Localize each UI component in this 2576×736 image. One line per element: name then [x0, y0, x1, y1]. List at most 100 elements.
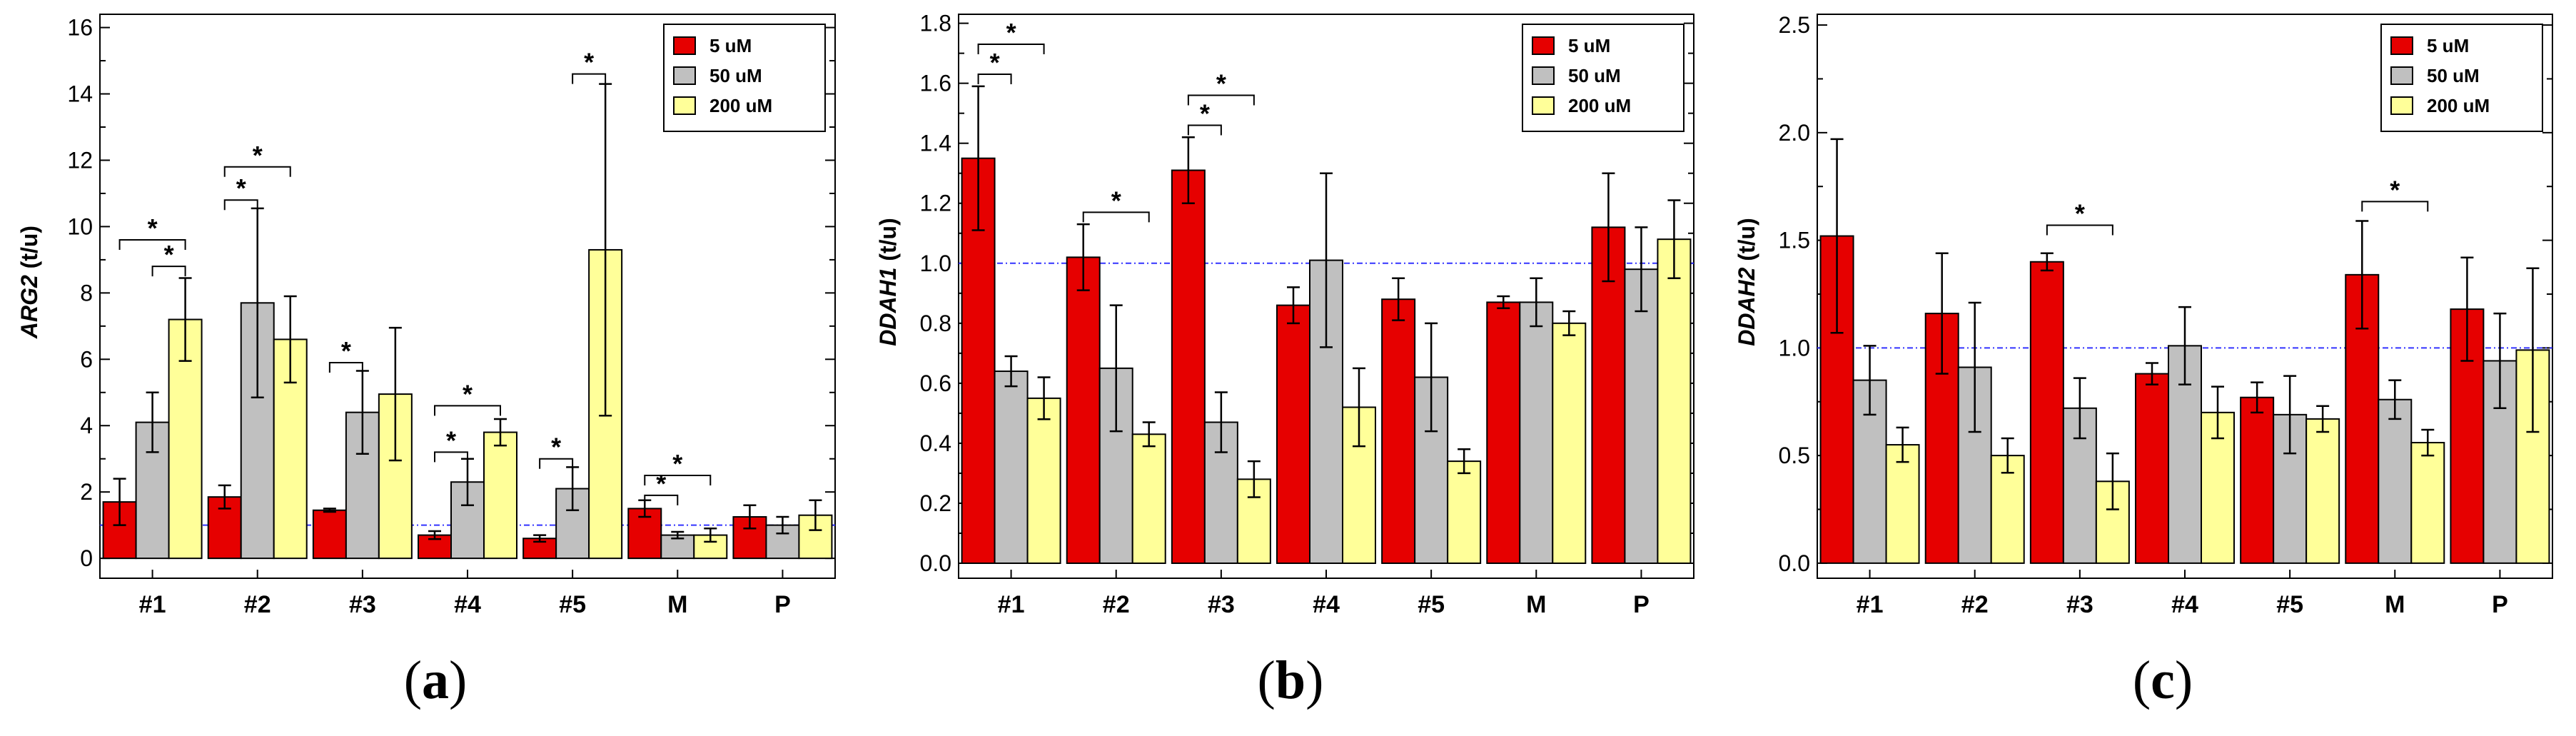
y-tick-label: 1.8	[920, 11, 951, 36]
x-tick-label: #1	[998, 591, 1025, 618]
x-tick-label: P	[1633, 591, 1650, 618]
legend-label: 5 uM	[709, 35, 752, 56]
x-tick-label: M	[1526, 591, 1546, 618]
significance-bracket	[328, 361, 363, 373]
bar	[2029, 261, 2064, 564]
significance-bracket	[539, 458, 574, 469]
y-tick-label: 0.5	[1779, 443, 1810, 468]
x-tick-label: #4	[454, 591, 481, 618]
legend-label: 200 uM	[709, 95, 772, 116]
significance-bracket	[223, 199, 258, 211]
significance-star: *	[672, 449, 682, 478]
y-axis-unit: (t/u)	[16, 226, 42, 275]
y-axis-gene-name: DDAH2	[1734, 267, 1759, 346]
bar	[2062, 407, 2097, 564]
y-axis-label: DDAH2 (t/u)	[1734, 218, 1759, 346]
legend-swatch	[673, 66, 696, 85]
y-axis-label: DDAH1 (t/u)	[875, 218, 901, 346]
legend-swatch	[1532, 36, 1555, 55]
significance-star: *	[551, 433, 561, 462]
bar	[1381, 298, 1416, 564]
y-tick-label: 0	[80, 545, 93, 571]
x-tick-label: #2	[1103, 591, 1130, 618]
x-tick-label: #3	[2066, 591, 2093, 618]
y-tick-label: 10	[67, 213, 93, 239]
bar	[1552, 322, 1587, 564]
x-tick-label: #5	[2276, 591, 2303, 618]
y-tick-label: 0.0	[1779, 550, 1810, 576]
x-tick-label: #3	[349, 591, 376, 618]
legend-swatch	[1532, 66, 1555, 85]
legend-label: 5 uM	[1568, 35, 1610, 56]
panel-label-b: (b)	[1257, 650, 1324, 710]
significance-star: *	[463, 379, 473, 408]
significance-bracket	[644, 494, 679, 505]
y-axis-unit: (t/u)	[1734, 218, 1759, 267]
bar	[1885, 444, 1920, 564]
chart-panel-c: 0.0 0.5 1.0 1.5 2.0 2.5 DDAH2 (t/u) #1 #2 #3 #4 #5 M…	[1734, 12, 2553, 618]
significance-star: *	[656, 469, 666, 498]
bar	[1026, 397, 1061, 564]
x-tick-label: P	[774, 591, 791, 618]
significance-star: *	[1006, 18, 1016, 47]
significance-bracket	[151, 266, 186, 277]
y-tick-label: 16	[67, 15, 93, 41]
significance-star: *	[148, 213, 158, 243]
y-tick-label: 2.0	[1779, 120, 1810, 146]
y-tick-label: 1.0	[1779, 335, 1810, 361]
significance-star: *	[446, 425, 456, 455]
bar	[994, 370, 1029, 564]
bar	[1447, 460, 1482, 564]
significance-bracket	[977, 74, 1012, 85]
y-tick-label: 8	[80, 280, 93, 306]
y-tick-label: 12	[67, 147, 93, 173]
significance-bracket	[977, 44, 1045, 55]
x-tick-label: #4	[2171, 591, 2198, 618]
bar	[1519, 301, 1554, 564]
x-tick-label: #5	[1418, 591, 1445, 618]
legend-label: 50 uM	[1568, 65, 1621, 86]
y-tick-label: 1.2	[920, 191, 951, 216]
bar	[1657, 238, 1692, 564]
chart-panel-b: 0.0 0.2 0.4 0.6 0.8 1.0 1.2 1.4 1.6 1.8 DDAH1 (t/u…	[875, 11, 1694, 618]
significance-star: *	[253, 141, 263, 170]
x-tick-label: P	[2492, 591, 2508, 618]
x-tick-label: M	[2385, 591, 2405, 618]
y-tick-label: 4	[80, 413, 93, 438]
panel-label-c: (c)	[2132, 650, 2193, 710]
legend-label: 200 uM	[2427, 95, 2490, 116]
y-tick-label: 6	[80, 346, 93, 372]
bar	[1131, 433, 1166, 564]
bar	[1624, 268, 1659, 564]
bar	[312, 509, 347, 560]
significance-bracket	[434, 451, 468, 463]
significance-bracket	[223, 166, 291, 177]
significance-bracket	[2361, 201, 2429, 212]
significance-star: *	[341, 336, 351, 366]
y-tick-label: 0.4	[920, 430, 951, 456]
significance-bracket	[434, 405, 501, 416]
legend-swatch	[673, 96, 696, 115]
bar	[2410, 442, 2445, 564]
y-tick-label: 0.2	[920, 490, 951, 516]
y-axis-unit: (t/u)	[875, 218, 901, 267]
significance-bracket	[572, 73, 607, 84]
bar	[2240, 396, 2275, 564]
significance-star: *	[1200, 99, 1210, 128]
legend-swatch	[2390, 66, 2413, 85]
panel-label-a: (a)	[403, 650, 468, 710]
legend-swatch	[673, 36, 696, 55]
y-tick-label: 14	[67, 81, 93, 107]
y-tick-label: 0.0	[920, 550, 951, 576]
y-tick-label: 1.5	[1779, 228, 1810, 253]
significance-star: *	[990, 48, 1000, 77]
significance-bracket	[118, 239, 186, 250]
bar	[2305, 418, 2340, 564]
legend-swatch	[1532, 96, 1555, 115]
legend-swatch	[2390, 96, 2413, 115]
y-tick-label: 0.6	[920, 370, 951, 396]
y-tick-label: 1.0	[920, 251, 951, 276]
significance-star: *	[584, 48, 594, 77]
legend-swatch	[2390, 36, 2413, 55]
x-tick-label: M	[667, 591, 687, 618]
